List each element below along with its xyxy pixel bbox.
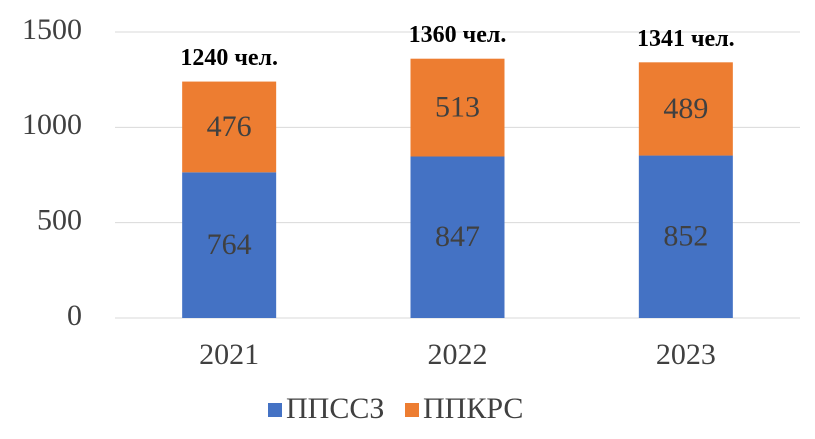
- total-annotation: 1341 чел.: [637, 26, 735, 52]
- bar-segment: [638, 155, 733, 318]
- y-tick-label: 1000: [22, 108, 82, 141]
- legend-label: ППССЗ: [286, 392, 384, 425]
- y-tick-label: 0: [67, 299, 82, 332]
- bar-segment: [410, 156, 505, 318]
- legend-swatch: [268, 403, 282, 417]
- bar-segment: [182, 172, 277, 318]
- bar-segment: [638, 62, 733, 156]
- data-label: 847: [435, 220, 480, 253]
- bar-segment: [182, 81, 277, 173]
- legend-label: ППКРС: [423, 392, 523, 425]
- bar-segment: [410, 58, 505, 157]
- data-label: 513: [435, 90, 480, 123]
- y-tick-label: 1500: [22, 13, 82, 46]
- x-tick-label: 2023: [656, 338, 716, 371]
- data-label: 489: [663, 92, 708, 125]
- data-label: 476: [207, 110, 252, 143]
- total-annotation: 1240 чел.: [180, 45, 278, 71]
- x-tick-label: 2022: [428, 338, 488, 371]
- data-label: 764: [207, 228, 252, 261]
- data-label: 852: [663, 220, 708, 253]
- total-annotation: 1360 чел.: [409, 22, 507, 48]
- legend-swatch: [405, 403, 419, 417]
- x-tick-label: 2021: [199, 338, 259, 371]
- y-tick-label: 500: [37, 204, 82, 237]
